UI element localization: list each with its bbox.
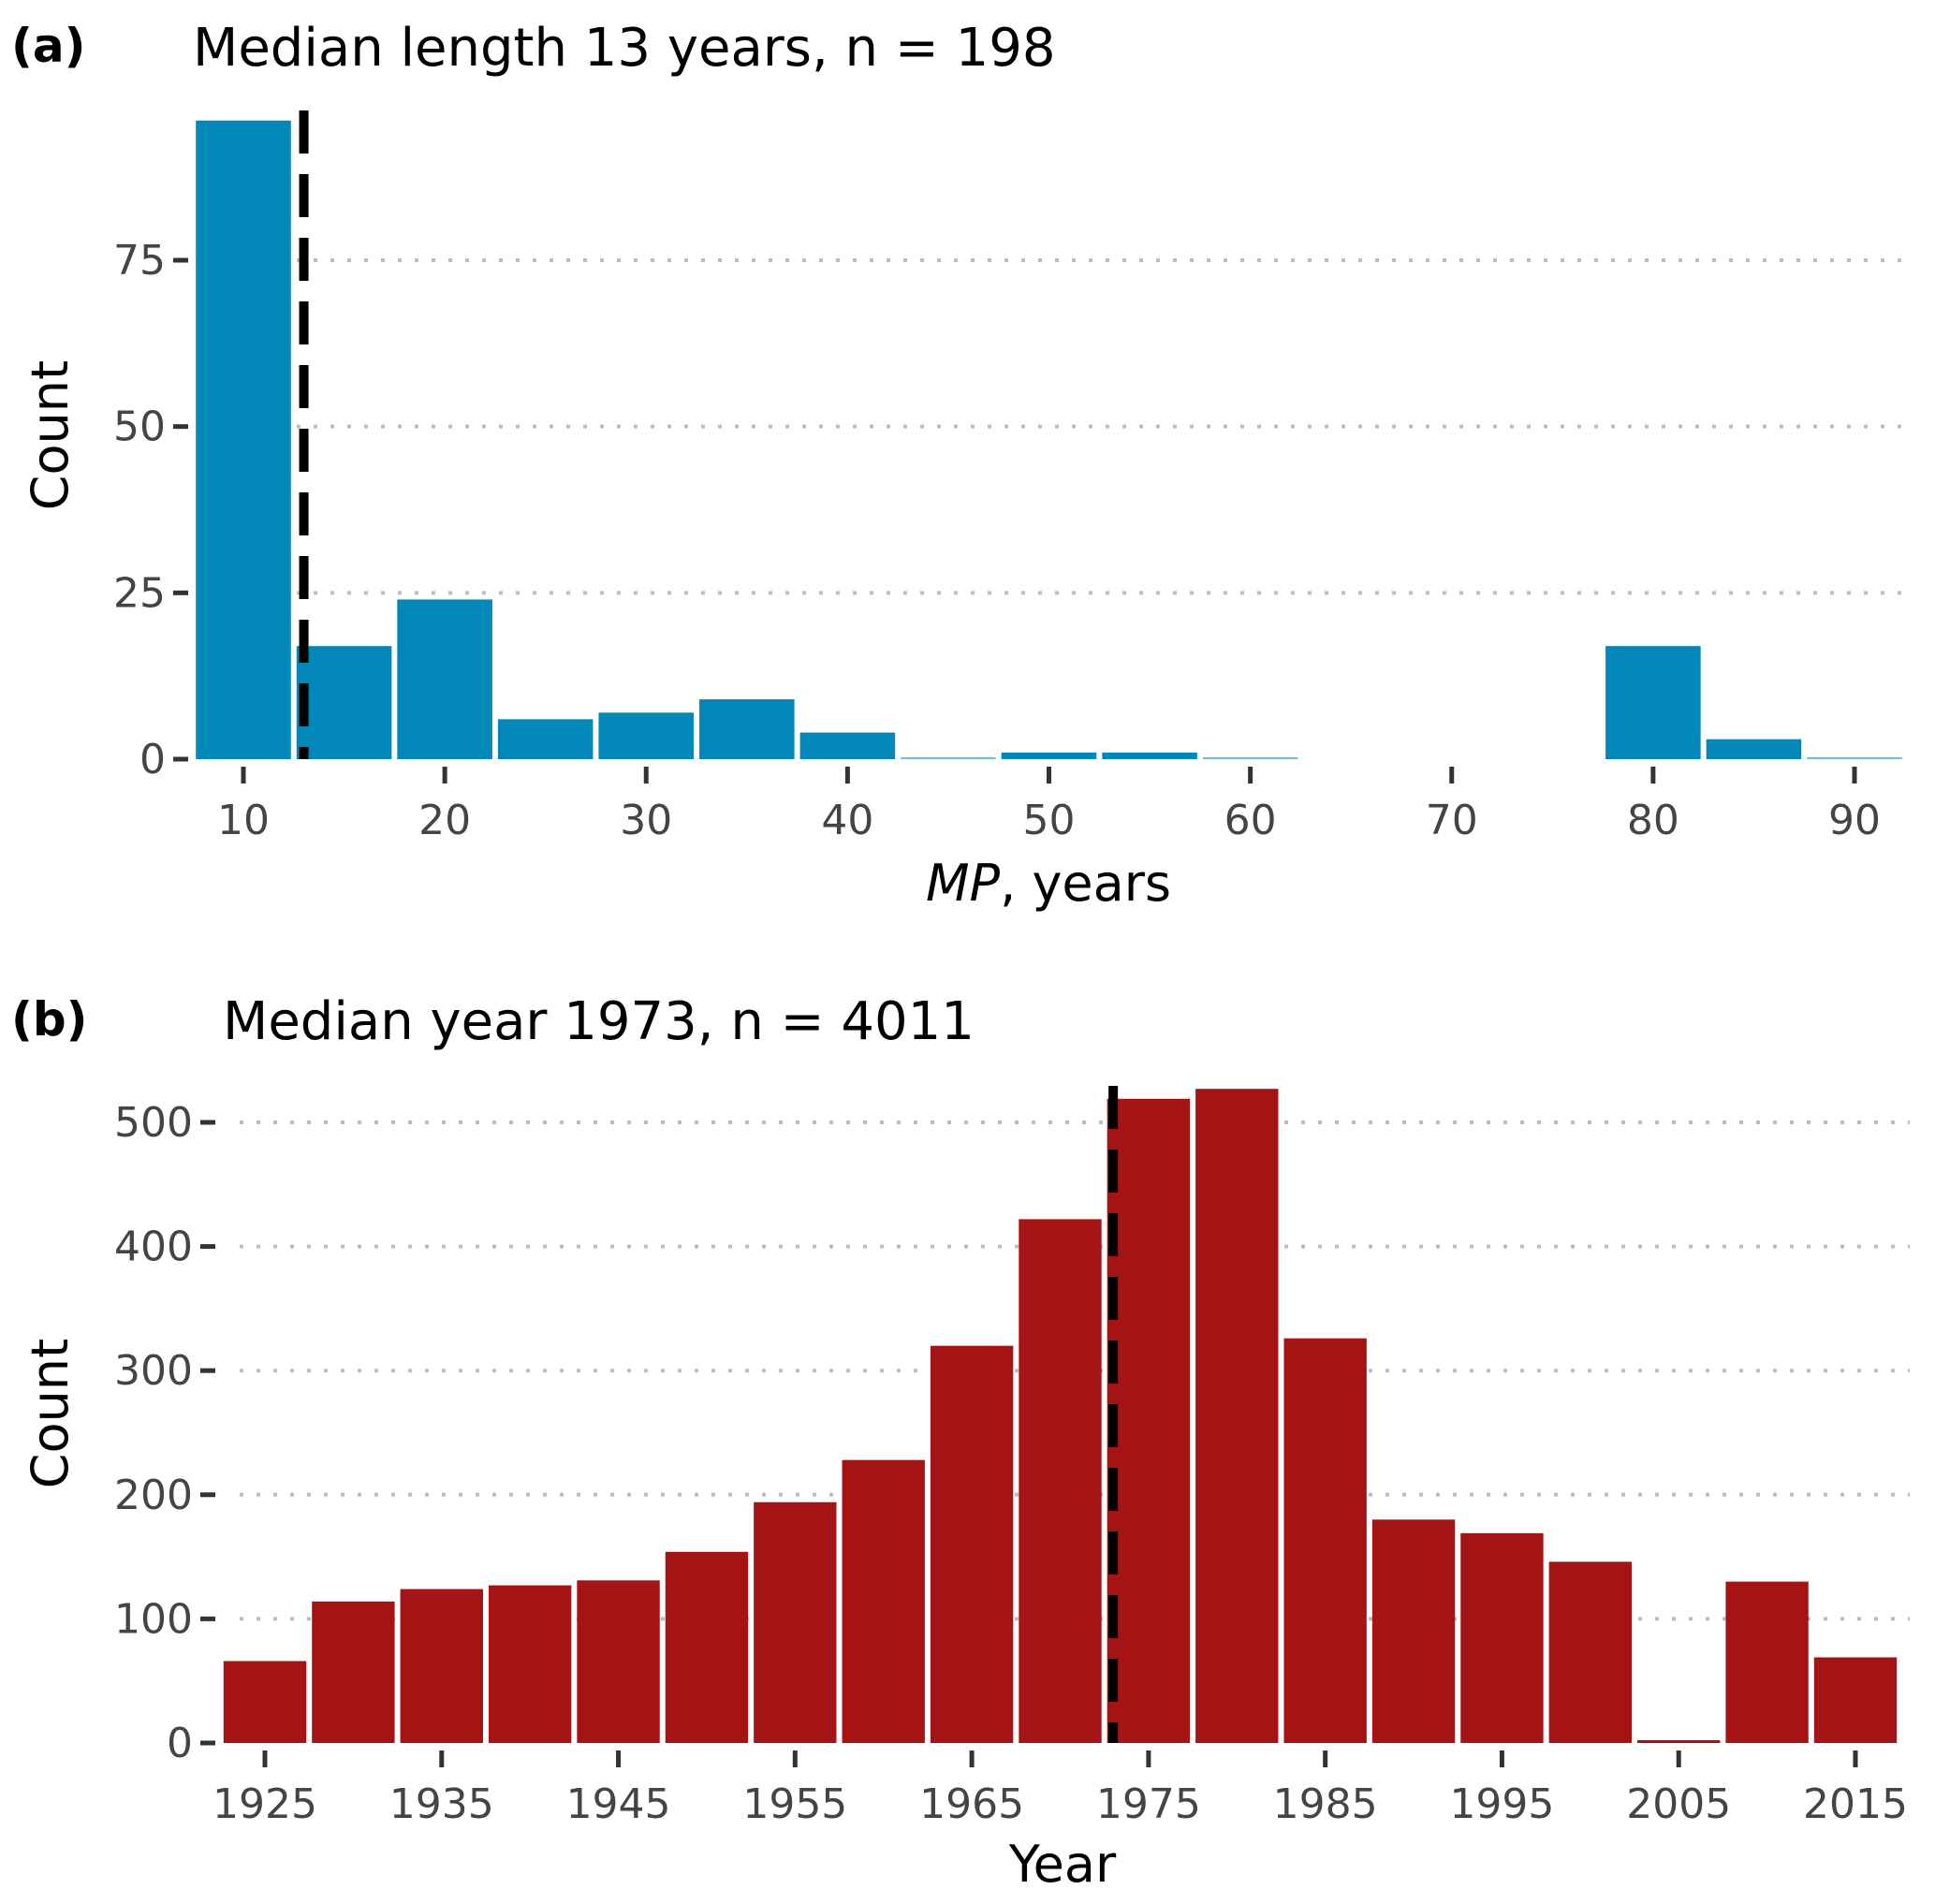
panel-a-x-axis: 10 20 30 40 50 60 70 80 90 — [217, 767, 1881, 844]
x-tick-label-1955: 1955 — [742, 1780, 847, 1828]
bar-1965 — [930, 1345, 1014, 1743]
x-tick-label-1985: 1985 — [1273, 1780, 1378, 1828]
x-tick-label-80: 80 — [1627, 797, 1679, 844]
y-tick-label-400: 400 — [114, 1223, 193, 1271]
panel-a-y-axis: 0 25 50 75 — [113, 237, 188, 784]
x-tick-label-1965: 1965 — [919, 1780, 1024, 1828]
bar-90 — [1807, 757, 1902, 759]
y-tick-label-300: 300 — [114, 1347, 193, 1395]
bar-30 — [598, 712, 695, 759]
x-tick-label-1945: 1945 — [566, 1780, 671, 1828]
x-tick-label-90: 90 — [1828, 797, 1881, 844]
panel-a-label: (a) — [11, 19, 85, 73]
y-tick-label-25: 25 — [113, 569, 166, 617]
bar-85 — [1706, 739, 1802, 759]
bar-35 — [699, 699, 795, 759]
y-tick-label-0: 0 — [139, 736, 166, 784]
bar-1930 — [312, 1601, 395, 1743]
bar-60 — [1202, 757, 1298, 759]
y-tick-label-50: 50 — [113, 403, 166, 451]
panel-a-title: Median length 13 years, n = 198 — [193, 18, 1055, 79]
bar-45 — [901, 757, 996, 759]
panel-a: (a) Median length 13 years, n = 198 0 25 5… — [11, 18, 1910, 913]
panel-b-label: (b) — [11, 992, 88, 1047]
panel-a-bars — [196, 120, 1902, 759]
bar-2000 — [1548, 1561, 1633, 1743]
x-tick-label-20: 20 — [418, 797, 471, 844]
y-tick-label-500: 500 — [114, 1099, 193, 1147]
x-tick-label-1935: 1935 — [389, 1780, 494, 1828]
y-tick-label-0: 0 — [167, 1720, 193, 1767]
bar-1995 — [1460, 1532, 1544, 1743]
panel-b-bars — [223, 1089, 1898, 1743]
panel-a-x-axis-title-symbol: MP — [926, 854, 1001, 913]
bar-1940 — [488, 1585, 572, 1743]
bar-1975 — [1107, 1098, 1191, 1743]
panel-a-y-axis-title: Count — [21, 360, 80, 510]
bar-50 — [1001, 752, 1097, 759]
panel-b-title: Median year 1973, n = 4011 — [223, 991, 975, 1052]
panel-b-x-axis: 1925 1935 1945 1955 1965 1975 1985 1995 2005 2015 — [213, 1750, 1908, 1828]
x-tick-label-1975: 1975 — [1096, 1780, 1201, 1828]
bar-2005 — [1637, 1740, 1721, 1743]
y-tick-label-75: 75 — [113, 237, 166, 285]
y-tick-label-200: 200 — [114, 1472, 193, 1519]
x-tick-label-10: 10 — [217, 797, 270, 844]
x-tick-label-30: 30 — [620, 797, 672, 844]
x-tick-label-1925: 1925 — [213, 1780, 317, 1828]
x-tick-label-60: 60 — [1224, 797, 1277, 844]
x-tick-label-70: 70 — [1426, 797, 1478, 844]
bar-1970 — [1019, 1219, 1102, 1743]
panel-a-x-axis-title-unit: , years — [1000, 854, 1171, 913]
bar-10 — [196, 120, 291, 759]
bar-1935 — [400, 1589, 483, 1743]
x-tick-label-40: 40 — [821, 797, 873, 844]
bar-40 — [799, 732, 896, 759]
bar-1985 — [1283, 1338, 1367, 1743]
panel-a-gridlines — [213, 258, 1910, 595]
bar-1945 — [577, 1580, 660, 1743]
x-tick-label-2015: 2015 — [1803, 1780, 1908, 1828]
x-tick-label-2005: 2005 — [1626, 1780, 1731, 1828]
bar-1990 — [1371, 1519, 1456, 1743]
bar-1980 — [1195, 1089, 1279, 1743]
bar-80 — [1605, 646, 1701, 759]
panel-b-y-axis-title: Count — [21, 1339, 80, 1488]
panel-b-y-axis: 0 100 200 300 400 500 — [114, 1099, 215, 1767]
bar-2010 — [1725, 1581, 1809, 1743]
y-tick-label-100: 100 — [114, 1595, 193, 1643]
panel-b-x-axis-title: Year — [1008, 1835, 1117, 1894]
panel-a-x-axis-title: MP, years — [926, 854, 1171, 913]
x-tick-label-1995: 1995 — [1449, 1780, 1554, 1828]
bar-2015 — [1813, 1657, 1898, 1743]
x-tick-label-50: 50 — [1023, 797, 1076, 844]
bar-25 — [497, 719, 594, 759]
bar-1960 — [842, 1459, 925, 1743]
bar-1955 — [754, 1501, 837, 1743]
bar-55 — [1102, 752, 1197, 759]
bar-1925 — [223, 1661, 307, 1743]
bar-15 — [296, 646, 392, 759]
bar-1950 — [665, 1551, 749, 1743]
bar-20 — [397, 599, 492, 759]
panel-b: (b) Median year 1973, n = 4011 0 100 200 30… — [11, 991, 1910, 1894]
